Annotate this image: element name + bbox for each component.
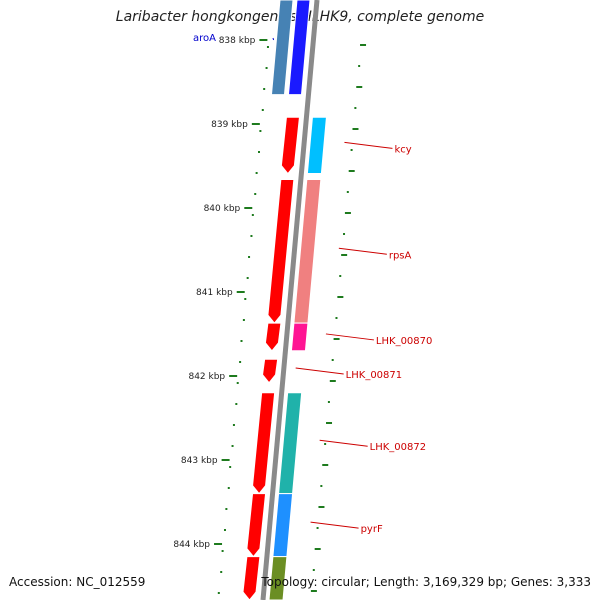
label-leader: [344, 141, 393, 149]
gene-label-LHK_00871: LHK_00871: [346, 370, 402, 381]
topology-summary: Topology: circular; Length: 3,169,329 bp…: [261, 575, 591, 589]
gc-dot-right: [335, 317, 338, 319]
accession-text: Accession: NC_012559: [9, 575, 146, 589]
gene-label-rpsA: rpsA: [389, 250, 412, 261]
gc-dot-left: [266, 46, 269, 48]
gc-dot-left: [236, 382, 239, 384]
gene-LHK_00870-6[interactable]: [290, 322, 309, 352]
gc-dot-left: [225, 508, 228, 510]
gene-unlabelled-12[interactable]: [246, 493, 267, 558]
gene-label-pyrF: pyrF: [361, 524, 383, 535]
gene-label-LHK_00872: LHK_00872: [370, 442, 426, 453]
gene-labels: aroA kcy rpsA LHK_00870 LHK_00871 LHK_00872py…: [193, 33, 432, 535]
gene-unlabelled-13[interactable]: [268, 556, 288, 600]
gene-unlabelled-3[interactable]: [280, 116, 300, 175]
kbp-tick-label: 843 kbp: [181, 456, 218, 466]
gene-label-kcy: kcy: [394, 144, 411, 155]
gene-track: [242, 0, 327, 600]
gc-dot-left: [240, 340, 243, 342]
gc-dot-left: [227, 487, 230, 489]
gc-dot-left: [239, 361, 242, 363]
gc-dot-left: [246, 277, 249, 279]
gc-dot-left: [258, 151, 261, 153]
kbp-tick-label: 842 kbp: [188, 372, 225, 382]
gc-dot-right: [337, 296, 344, 298]
gc-dot-left: [231, 445, 234, 447]
gc-dot-right: [312, 569, 315, 571]
kbp-tick-label: 839 kbp: [211, 120, 248, 130]
gene-aroA-0[interactable]: [287, 0, 311, 96]
label-leader: [310, 521, 359, 529]
gene-unlabelled-10[interactable]: [252, 392, 276, 495]
gc-dot-right: [343, 233, 346, 235]
gc-dot-right: [314, 548, 321, 550]
gc-dot-right: [316, 527, 319, 529]
label-leader: [319, 439, 368, 447]
gc-dot-right: [360, 44, 367, 46]
gc-dot-left: [263, 88, 266, 90]
gc-dot-left: [265, 67, 268, 69]
gc-dot-left: [235, 403, 238, 405]
gc-dot-left: [229, 466, 232, 468]
gc-dot-left: [220, 571, 223, 573]
gc-dot-right: [348, 170, 355, 172]
gene-unlabelled-7[interactable]: [264, 322, 282, 352]
label-leader: [295, 367, 344, 375]
gc-dot-right: [327, 401, 330, 403]
gene-label-LHK_00870: LHK_00870: [376, 336, 432, 347]
label-leader: [338, 247, 387, 255]
gc-dot-right: [356, 86, 363, 88]
gc-dot-right: [354, 107, 357, 109]
gc-dot-right: [326, 422, 333, 424]
gc-dot-left: [242, 319, 245, 321]
genome-backbone: [260, 0, 320, 600]
kbp-tick-label: 844 kbp: [173, 540, 210, 550]
gene-unlabelled-1[interactable]: [270, 0, 294, 96]
label-leader: [325, 333, 374, 341]
gc-dot-left: [217, 592, 220, 594]
gc-dot-left: [250, 235, 253, 237]
gc-dot-right: [333, 338, 340, 340]
kbp-tick-label: 841 kbp: [196, 288, 233, 298]
gc-dot-right: [339, 275, 342, 277]
gene-pyrF-11[interactable]: [272, 493, 294, 558]
gc-dot-right: [310, 590, 317, 592]
kbp-tick-label: 838 kbp: [219, 36, 256, 46]
gc-dot-left: [232, 424, 235, 426]
gc-dot-left: [248, 256, 251, 258]
kbp-tick-label: 840 kbp: [204, 204, 241, 214]
gc-dot-right: [322, 464, 329, 466]
gc-dot-right: [352, 128, 359, 130]
gc-dot-right: [320, 485, 323, 487]
gc-dot-left: [244, 298, 247, 300]
gc-content-dots: [217, 44, 367, 594]
gene-unlabelled-14[interactable]: [242, 556, 261, 600]
label-leader: [272, 37, 275, 41]
gc-dot-right: [318, 506, 325, 508]
gc-dot-right: [324, 443, 327, 445]
gc-dot-right: [329, 380, 336, 382]
gc-dot-right: [346, 191, 349, 193]
gc-dot-right: [344, 212, 351, 214]
gc-dot-right: [358, 65, 361, 67]
kbp-scale: 838 kbp 839 kbp 840 kbp 841 kbp 842 kbp 843 k…: [173, 36, 268, 550]
gc-dot-left: [221, 550, 224, 552]
gc-dot-right: [331, 359, 334, 361]
gc-dot-left: [254, 193, 257, 195]
gc-dot-left: [259, 130, 262, 132]
gene-unlabelled-5[interactable]: [267, 178, 295, 324]
gene-kcy-2[interactable]: [306, 116, 327, 175]
gc-dot-left: [223, 529, 226, 531]
gc-dot-right: [341, 254, 348, 256]
gc-dot-left: [261, 109, 264, 111]
gene-label-aroA: aroA: [193, 33, 216, 44]
gc-dot-left: [251, 214, 254, 216]
gene-LHK_00871-8[interactable]: [262, 358, 279, 384]
gc-dot-left: [255, 172, 258, 174]
gc-dot-right: [350, 149, 353, 151]
